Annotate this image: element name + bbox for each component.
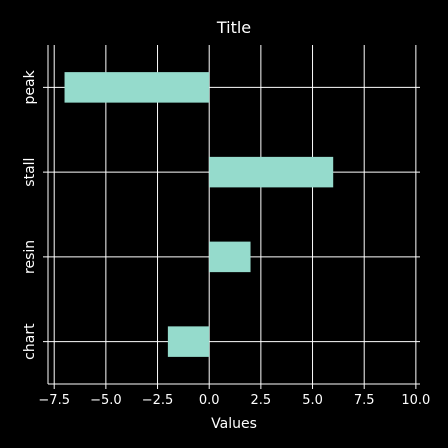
labels: −7.5 −5.0 −2.5 0.0 2.5 5.0 7.5 10.0 peak stall res… — [22, 69, 430, 408]
x-tick-label: −2.5 — [142, 393, 174, 408]
bars — [64, 72, 334, 357]
y-tick-label: peak — [22, 69, 38, 104]
chart-title: Title — [216, 18, 251, 37]
x-tick-label: 0.0 — [199, 393, 220, 408]
x-tick-label: 2.5 — [251, 393, 272, 408]
bar-resin — [209, 241, 251, 273]
x-tick-label: −5.0 — [90, 393, 122, 408]
bar-peak — [64, 72, 210, 103]
x-tick-label: 5.0 — [302, 393, 323, 408]
x-tick-label: −7.5 — [38, 393, 70, 408]
bar-stall — [209, 156, 334, 188]
x-axis-label: Values — [211, 416, 257, 432]
bar-chart — [167, 326, 210, 357]
y-tick-label: chart — [22, 323, 38, 360]
y-tick-label: resin — [22, 240, 38, 274]
axes — [43, 45, 420, 389]
y-tick-label: stall — [22, 158, 38, 187]
x-tick-label: 7.5 — [354, 393, 375, 408]
x-tick-label: 10.0 — [401, 393, 430, 408]
